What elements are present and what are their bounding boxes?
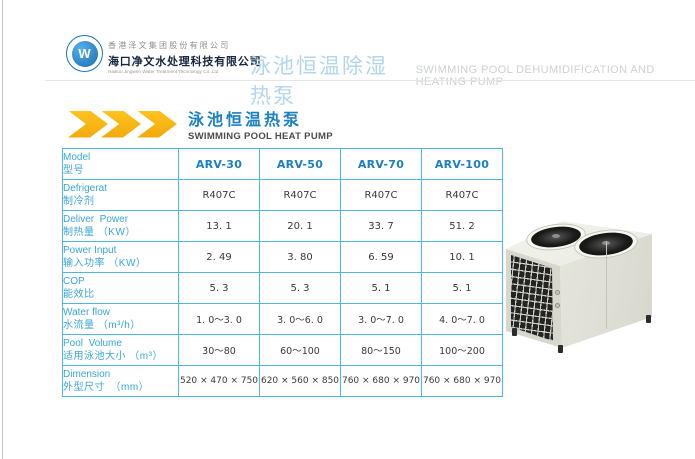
chevron-right-icon [137,110,177,138]
spec-cell: 51. 2 [421,210,503,242]
spec-cell: 4. 0～7. 0 [421,303,503,335]
spec-label: Model 型号 [62,148,179,180]
spec-label-zh: 能效比 [63,289,95,300]
spec-cell: ARV-70 [340,148,422,180]
spec-label-en: Water flow [63,307,110,318]
spec-cell: 6. 59 [340,241,422,273]
spec-row-power-input: Power Input 输入功率 （KW） 2. 49 3. 80 6. 59 … [62,241,503,273]
spec-cell: 760 × 680 × 970 [421,365,503,397]
spec-table: Model 型号 ARV-30 ARV-50 ARV-70 ARV-100 De… [62,148,503,397]
unit-foot [646,315,651,323]
spec-cell: R407C [421,179,503,211]
spec-label-en: Power Input [63,245,117,256]
section-titles: 泳池恒温热泵 SWIMMING POOL HEAT PUMP [188,106,333,142]
spec-cell: 3. 0～6. 0 [259,303,341,335]
spec-label-zh: 水流量 （m³/h） [63,320,141,331]
spec-cell: 3. 80 [259,241,341,273]
fan-hub-left [552,234,560,238]
unit-foot [558,345,563,353]
spec-label: Defrigerat 制冷剂 [62,179,179,211]
unit-foot [512,328,517,336]
logo-w-icon: W [71,40,98,67]
spec-cell: 13. 1 [178,210,260,242]
page-title-zh: 泳池恒温除湿热泵 [250,55,388,108]
spec-cell: 5. 1 [340,272,422,304]
spec-label: Dimension 外型尺寸 （mm） [62,365,179,397]
spec-cell: 30～80 [178,334,260,366]
spec-cell: 60～100 [259,334,341,366]
spec-label-en: Dimension [63,369,111,380]
logo-ring: W [66,35,103,72]
spec-label-zh: 输入功率 （KW） [63,258,147,269]
spec-label-zh: 外型尺寸 （mm） [63,382,150,393]
spec-cell: 5. 1 [421,272,503,304]
spec-cell: 2. 49 [178,241,260,273]
spec-row-refrigerant: Defrigerat 制冷剂 R407C R407C R407C R407C [62,179,503,211]
spec-label: COP 能效比 [62,272,179,304]
spec-label: Deliver Power 制热量 （KW） [62,210,179,242]
spec-cell: ARV-50 [259,148,341,180]
spec-row-deliver-power: Deliver Power 制热量 （KW） 13. 1 20. 1 33. 7… [62,210,503,242]
spec-row-cop: COP 能效比 5. 3 5. 3 5. 1 5. 1 [62,272,503,304]
spec-label-zh: 制冷剂 [63,196,95,207]
spec-cell: 5. 3 [178,272,260,304]
page-edge-line [2,0,3,459]
spec-label-en: COP [63,276,85,287]
air-grille [511,255,553,341]
spec-row-model: Model 型号 ARV-30 ARV-50 ARV-70 ARV-100 [62,148,503,180]
spec-cell: 3. 0～7. 0 [340,303,422,335]
header-divider [45,80,695,81]
spec-cell: 100～200 [421,334,503,366]
chevrons-icon [68,110,177,138]
company-name-block: 香港泽文集团股份有限公司 海口净文水处理科技有限公司 Haikou Jingwe… [108,40,261,76]
spec-cell: 520 × 470 × 750 [178,365,260,397]
spec-cell: 620 × 560 × 850 [259,365,341,397]
panel-seam [606,241,607,329]
spec-cell: 33. 7 [340,210,422,242]
spec-cell: 760 × 680 × 970 [340,365,422,397]
spec-label-zh: 制热量 （KW） [63,227,136,238]
spec-row-water-flow: Water flow 水流量 （m³/h） 1. 0～3. 0 3. 0～6. … [62,303,503,335]
spec-label: Water flow 水流量 （m³/h） [62,303,179,335]
section-title-zh: 泳池恒温热泵 [188,112,303,129]
spec-cell: 1. 0～3. 0 [178,303,260,335]
page-title-en: SWIMMING POOL DEHUMIDIFICATION AND HEATI… [415,64,655,88]
spec-cell: R407C [259,179,341,211]
spec-label-zh: 型号 [63,165,84,176]
spec-row-pool-volume: Pool Volume 适用泳池大小 （m³） 30～80 60～100 80～… [62,334,503,366]
panel-knob [555,303,560,308]
spec-cell: ARV-30 [178,148,260,180]
company-name-main: 海口净文水处理科技有限公司 [108,56,262,68]
spec-cell: 80～150 [340,334,422,366]
spec-cell: 20. 1 [259,210,341,242]
spec-label: Pool Volume 适用泳池大小 （m³） [62,334,179,366]
spec-row-dimension: Dimension 外型尺寸 （mm） 520 × 470 × 750 620 … [62,365,503,397]
section-title-en: SWIMMING POOL HEAT PUMP [188,131,333,142]
chevron-right-icon [68,110,108,138]
heat-pump-photo [500,205,670,370]
spec-cell: 10. 1 [421,241,503,273]
spec-label-en: Defrigerat [63,183,107,194]
spec-cell: R407C [178,179,260,211]
panel-knob [555,290,560,295]
company-name-group: 香港泽文集团股份有限公司 [108,41,231,50]
spec-cell: R407C [340,179,422,211]
section-heading: 泳池恒温热泵 SWIMMING POOL HEAT PUMP [68,106,333,142]
page-title: 泳池恒温除湿热泵 SWIMMING POOL DEHUMIDIFICATION … [250,50,695,110]
company-name-english: Haikou Jingwen Water Treatment Technolog… [108,70,219,75]
spec-label-zh: 适用泳池大小 （m³） [63,351,163,362]
spec-label-en: Pool Volume [63,338,122,349]
spec-cell: ARV-100 [421,148,503,180]
spec-cell: 5. 3 [259,272,341,304]
spec-label-en: Deliver Power [63,214,129,225]
company-logo: W [66,35,103,72]
spec-label: Power Input 输入功率 （KW） [62,241,179,273]
spec-label-en: Model [63,152,91,163]
